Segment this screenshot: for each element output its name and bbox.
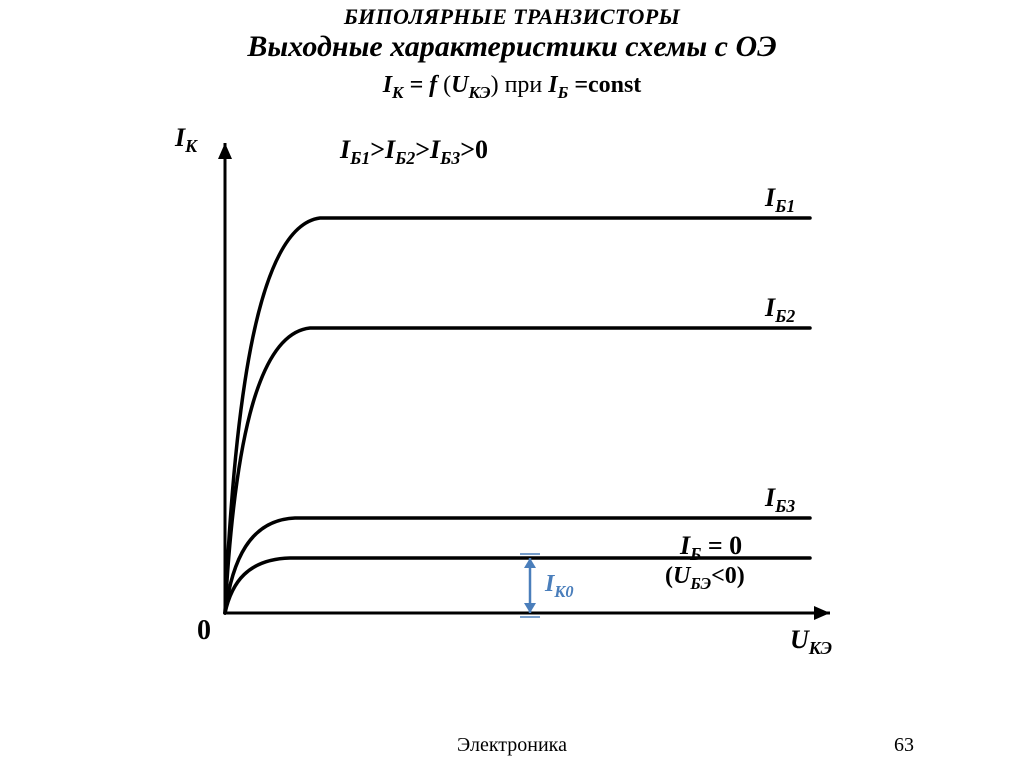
chart-svg	[0, 103, 1024, 663]
sup-title: БИПОЛЯРНЫЕ ТРАНЗИСТОРЫ	[0, 4, 1024, 30]
footer-center: Электроника	[0, 734, 1024, 757]
equation-line: IК = f (UКЭ) при IБ =const	[0, 72, 1024, 103]
ik0-label: IК0	[545, 571, 574, 602]
curve-label-ib2: IБ2	[765, 293, 795, 327]
footer-page-num: 63	[894, 734, 914, 757]
eq-ib: IБ	[548, 72, 568, 98]
chart-area: IК IБ1>IБ2>IБ3>0 IБ1 IБ2 IБ3 IБ = 0 (UБЭ…	[0, 103, 1024, 663]
curve-label-ib3: IБ3	[765, 483, 795, 517]
y-axis-label: IК	[175, 123, 197, 157]
curve-label-ube: (UБЭ<0)	[665, 563, 745, 594]
main-title: Выходные характеристики схемы с ОЭ	[0, 30, 1024, 64]
inequality-label: IБ1>IБ2>IБ3>0	[340, 135, 488, 169]
curve-label-ib1: IБ1	[765, 183, 795, 217]
x-axis-label: UКЭ	[790, 625, 832, 659]
origin-zero: 0	[197, 615, 211, 647]
eq-uke: UКЭ	[451, 72, 490, 98]
curve-label-ib0: IБ = 0	[680, 531, 742, 565]
eq-ik: IК	[383, 72, 404, 98]
